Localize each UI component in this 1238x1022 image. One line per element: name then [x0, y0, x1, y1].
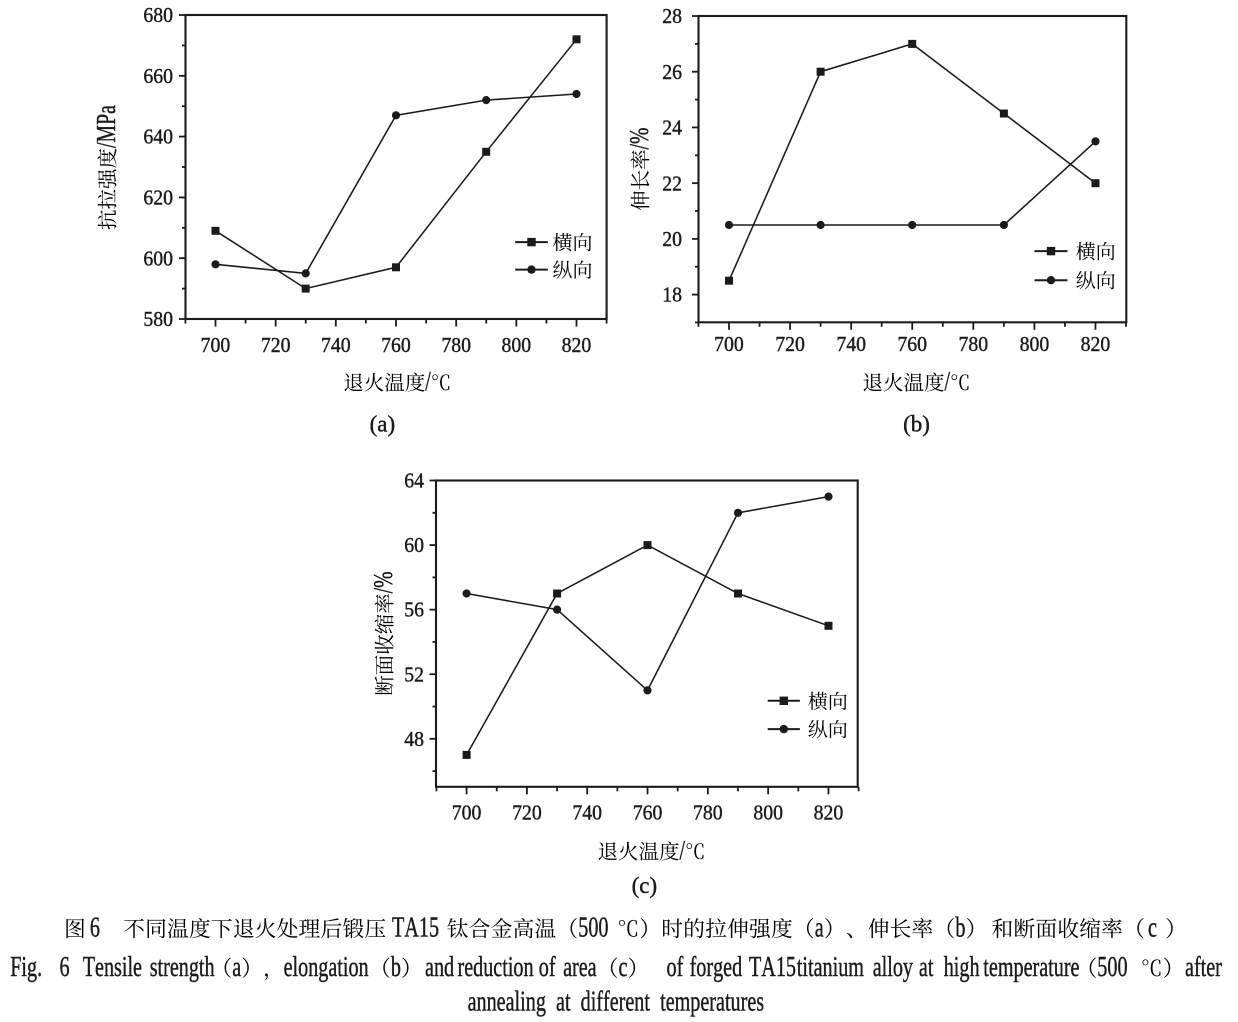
- svg-text:TA15: TA15: [749, 952, 796, 983]
- svg-text:(a): (a): [370, 412, 396, 437]
- svg-text:/: /: [679, 836, 685, 866]
- svg-text:660: 660: [143, 65, 173, 88]
- svg-text:22: 22: [662, 173, 682, 196]
- svg-text:720: 720: [775, 333, 805, 356]
- svg-text:(c): (c): [632, 873, 658, 898]
- svg-text:reduction: reduction: [458, 952, 534, 983]
- svg-text:/: /: [944, 367, 950, 397]
- svg-text:c: c: [1148, 912, 1157, 943]
- svg-text:48: 48: [404, 728, 424, 751]
- svg-text:720: 720: [261, 334, 291, 357]
- svg-text:820: 820: [814, 802, 844, 825]
- svg-text:20: 20: [662, 228, 682, 251]
- svg-text:780: 780: [958, 333, 988, 356]
- svg-text:Tensile: Tensile: [83, 952, 142, 983]
- svg-text:700: 700: [201, 334, 231, 357]
- svg-text:800: 800: [502, 334, 532, 357]
- svg-text:strength: strength: [150, 952, 215, 983]
- svg-text:780: 780: [693, 802, 723, 825]
- svg-text:780: 780: [441, 334, 471, 357]
- svg-text:/%: /%: [369, 571, 399, 593]
- svg-text:760: 760: [897, 333, 927, 356]
- svg-text:60: 60: [404, 534, 424, 557]
- svg-text:28: 28: [662, 5, 682, 28]
- svg-text:b: b: [955, 912, 965, 943]
- svg-text:26: 26: [662, 61, 682, 84]
- svg-text:700: 700: [714, 333, 744, 356]
- svg-text:of: of: [539, 952, 557, 983]
- svg-text:18: 18: [662, 284, 682, 307]
- svg-text:740: 740: [836, 333, 866, 356]
- svg-text:64: 64: [404, 470, 424, 493]
- svg-text:700: 700: [452, 802, 482, 825]
- svg-text:760: 760: [381, 334, 411, 357]
- svg-text:/: /: [425, 367, 431, 397]
- svg-text:680: 680: [143, 4, 173, 27]
- svg-text:640: 640: [143, 126, 173, 149]
- svg-text:c: c: [619, 952, 628, 983]
- svg-text:temperatures: temperatures: [660, 986, 764, 1017]
- svg-text:/MPa: /MPa: [92, 105, 122, 148]
- svg-text:820: 820: [562, 334, 592, 357]
- svg-text:a: a: [232, 952, 241, 983]
- svg-text:alloy: alloy: [873, 952, 914, 983]
- svg-text:titanium: titanium: [797, 952, 864, 983]
- svg-text:different: different: [581, 986, 651, 1017]
- svg-text:740: 740: [321, 334, 351, 357]
- svg-text:TA15: TA15: [392, 912, 439, 943]
- svg-text:600: 600: [143, 248, 173, 271]
- svg-text:elongation: elongation: [284, 952, 369, 983]
- svg-text:and: and: [425, 952, 454, 983]
- svg-text:temperature: temperature: [983, 952, 1079, 983]
- svg-text:a: a: [815, 912, 824, 943]
- svg-text:500: 500: [1097, 952, 1127, 983]
- svg-text:area: area: [563, 952, 597, 983]
- svg-text:annealing: annealing: [468, 986, 546, 1017]
- svg-text:52: 52: [404, 664, 424, 687]
- svg-text:800: 800: [1020, 333, 1050, 356]
- svg-text:6: 6: [60, 952, 70, 983]
- svg-text:760: 760: [633, 802, 663, 825]
- svg-text:of: of: [667, 952, 685, 983]
- svg-text:at: at: [556, 986, 571, 1017]
- svg-text:forged: forged: [690, 952, 743, 983]
- svg-text:high: high: [944, 952, 980, 983]
- svg-text:at: at: [919, 952, 934, 983]
- svg-text:/%: /%: [625, 127, 655, 149]
- svg-text:740: 740: [572, 802, 602, 825]
- svg-text:Fig.: Fig.: [10, 952, 42, 983]
- svg-text:500: 500: [578, 912, 608, 943]
- svg-text:820: 820: [1081, 333, 1111, 356]
- svg-text:620: 620: [143, 187, 173, 210]
- svg-text:580: 580: [143, 308, 173, 331]
- svg-text:b: b: [391, 952, 401, 983]
- svg-text:56: 56: [404, 599, 424, 622]
- svg-text:720: 720: [512, 802, 542, 825]
- svg-text:800: 800: [753, 802, 783, 825]
- svg-text:(b): (b): [903, 412, 930, 437]
- svg-text:24: 24: [662, 117, 682, 140]
- svg-text:6: 6: [90, 912, 100, 943]
- svg-text:after: after: [1185, 952, 1222, 983]
